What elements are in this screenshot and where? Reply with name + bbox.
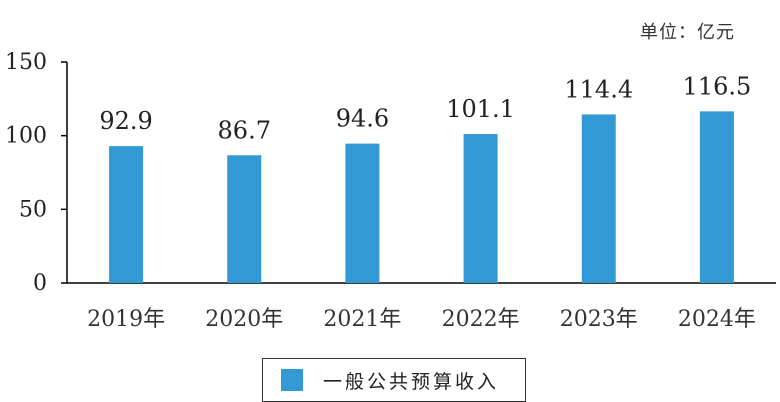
x-tick-label: 2020年 — [205, 307, 283, 332]
y-tick-label: 50 — [19, 197, 47, 222]
data-label: 92.9 — [99, 107, 152, 135]
x-tick-label: 2024年 — [678, 307, 756, 332]
y-tick-label: 0 — [33, 271, 47, 296]
bar — [109, 146, 144, 283]
bar — [345, 143, 380, 283]
x-tick-label: 2023年 — [560, 307, 638, 332]
legend: 一般公共预算收入 — [262, 358, 526, 402]
unit-label: 单位：亿元 — [640, 22, 735, 43]
y-tick-label: 150 — [5, 50, 47, 75]
bar — [699, 111, 734, 284]
data-label: 94.6 — [336, 105, 389, 133]
bar — [227, 155, 262, 283]
x-tick-label: 2022年 — [442, 307, 520, 332]
legend-swatch — [281, 369, 303, 391]
data-label: 86.7 — [218, 116, 271, 144]
legend-label: 一般公共预算收入 — [323, 370, 500, 393]
bar — [581, 114, 616, 283]
data-label: 101.1 — [446, 95, 515, 123]
bar — [463, 134, 498, 283]
data-label: 116.5 — [683, 72, 752, 100]
y-tick-label: 100 — [5, 124, 47, 149]
x-tick-label: 2021年 — [323, 307, 401, 332]
x-tick-label: 2019年 — [87, 307, 165, 332]
bar-chart: 0 50 100 150 92.9 2019年 86.7 2020年 94.6 2021年 101.… — [5, 50, 776, 332]
data-label: 114.4 — [564, 75, 633, 103]
